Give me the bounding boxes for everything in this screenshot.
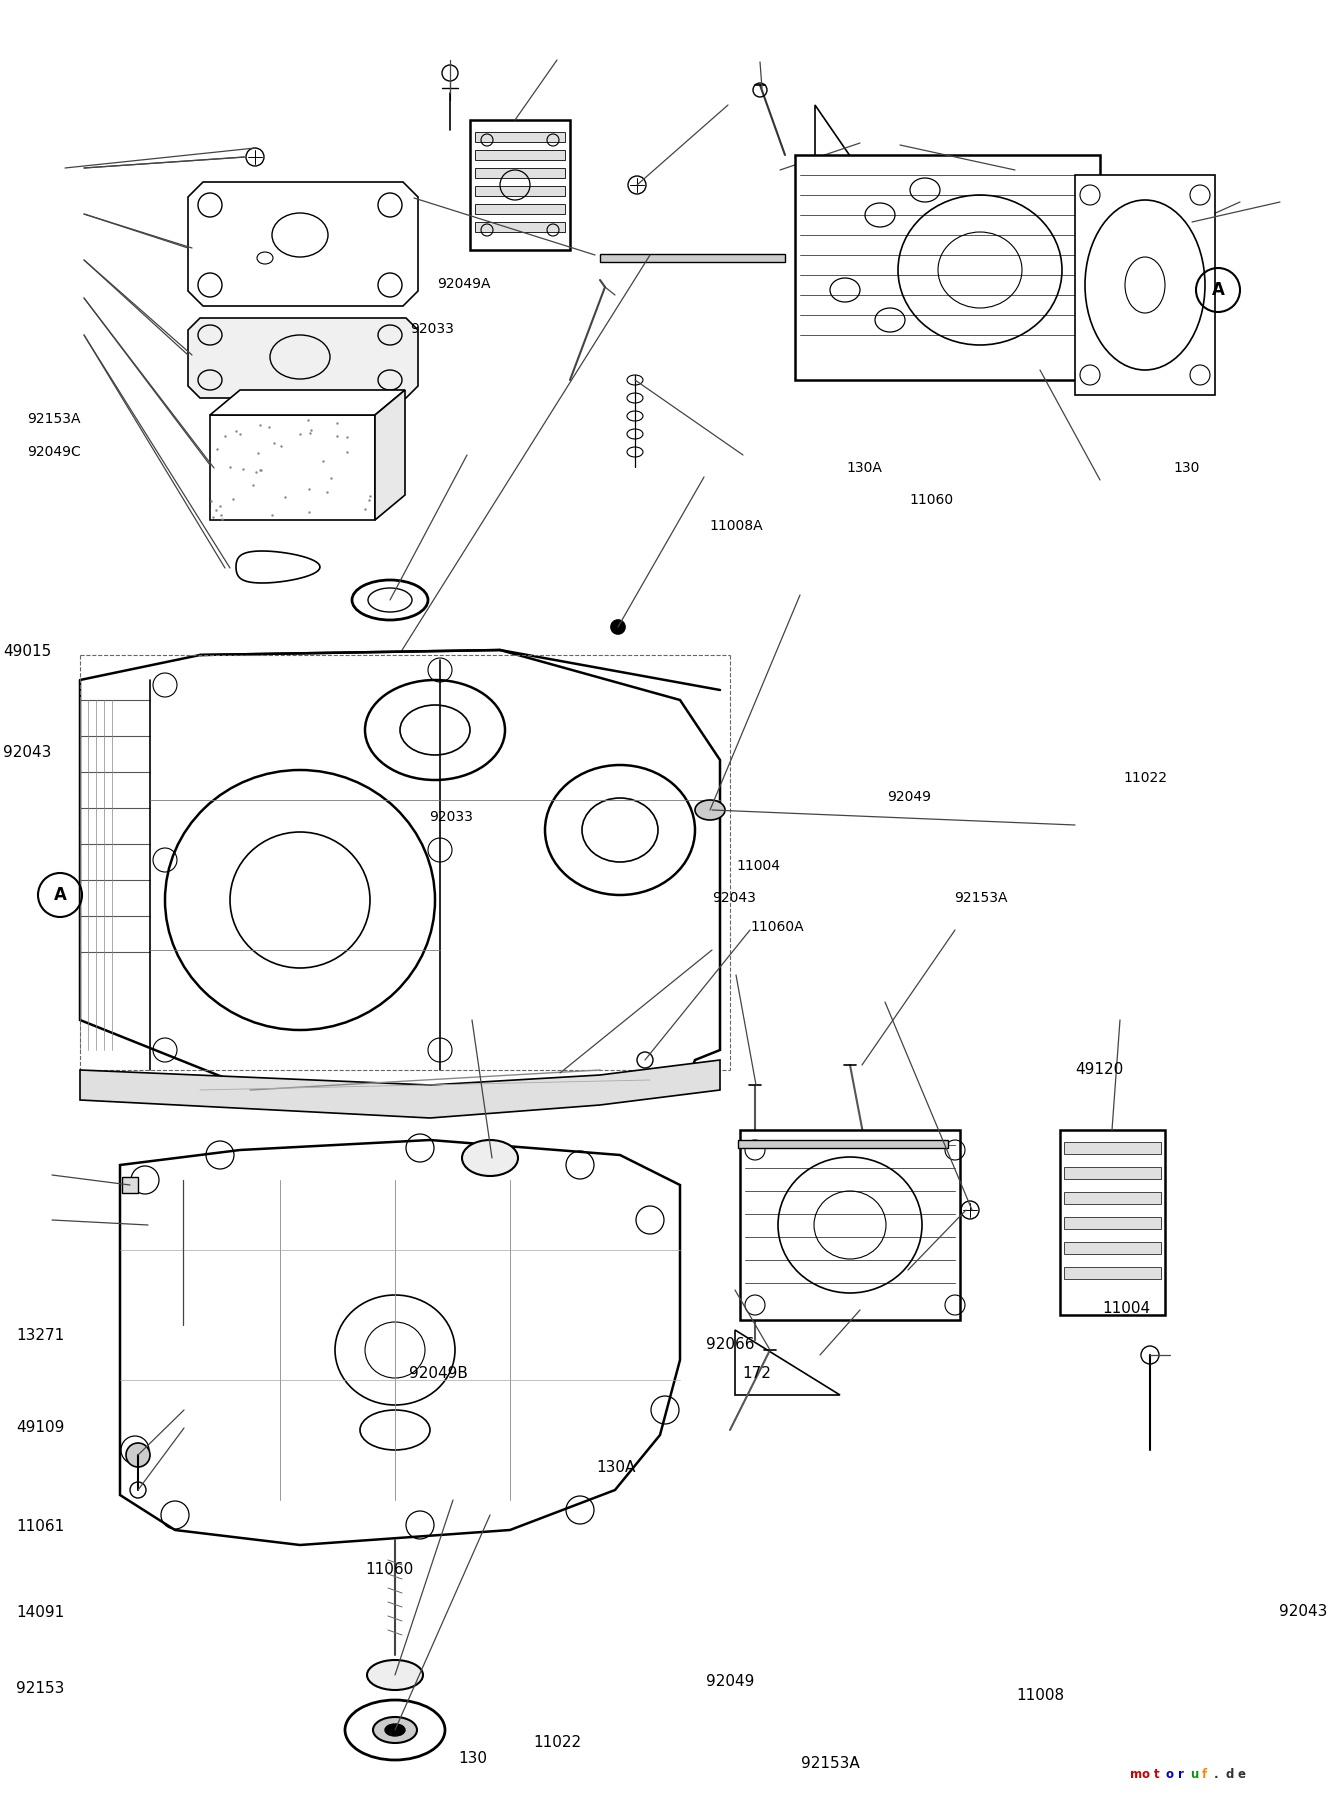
Bar	[1064, 1267, 1161, 1280]
Ellipse shape	[462, 1139, 517, 1175]
Text: 11060: 11060	[366, 1562, 414, 1577]
Bar	[1064, 1141, 1161, 1154]
Ellipse shape	[374, 1717, 417, 1742]
Ellipse shape	[637, 1051, 653, 1067]
Bar	[1064, 1217, 1161, 1229]
Polygon shape	[188, 319, 418, 398]
Text: u: u	[1189, 1768, 1199, 1782]
Ellipse shape	[384, 1724, 405, 1735]
Text: 92049B: 92049B	[409, 1366, 468, 1381]
Text: 49120: 49120	[1075, 1062, 1124, 1076]
Bar	[474, 221, 564, 232]
Polygon shape	[814, 104, 870, 185]
Text: 92066: 92066	[706, 1337, 754, 1352]
Text: r: r	[1177, 1768, 1184, 1782]
Text: 130: 130	[1173, 461, 1200, 475]
Polygon shape	[188, 182, 418, 306]
Polygon shape	[210, 391, 405, 416]
Text: 11008: 11008	[1016, 1688, 1064, 1703]
Text: 11004: 11004	[737, 859, 781, 873]
Bar	[796, 155, 1099, 380]
Text: 92043: 92043	[1279, 1604, 1328, 1618]
Polygon shape	[1075, 175, 1215, 394]
Text: A: A	[54, 886, 66, 904]
Text: 92033: 92033	[410, 322, 454, 337]
Polygon shape	[375, 391, 405, 520]
Bar	[1060, 1130, 1165, 1316]
Bar	[738, 1139, 948, 1148]
Ellipse shape	[368, 589, 413, 612]
Text: 92043: 92043	[712, 891, 757, 905]
Bar	[599, 254, 785, 263]
Text: f: f	[1202, 1768, 1207, 1782]
Text: .: .	[1214, 1768, 1219, 1782]
Polygon shape	[735, 1330, 840, 1395]
Bar	[470, 121, 570, 250]
Ellipse shape	[126, 1444, 151, 1467]
Bar	[1064, 1192, 1161, 1204]
Ellipse shape	[352, 580, 427, 619]
Bar	[1064, 1242, 1161, 1255]
Bar	[474, 167, 564, 178]
Text: 11022: 11022	[534, 1735, 582, 1750]
Text: 92049C: 92049C	[27, 445, 81, 459]
Bar	[1180, 212, 1200, 229]
Text: o: o	[1142, 1768, 1150, 1782]
Ellipse shape	[612, 619, 625, 634]
Text: 11008A: 11008A	[710, 518, 763, 533]
Text: 92153A: 92153A	[954, 891, 1008, 905]
Bar	[474, 185, 564, 196]
Text: 11061: 11061	[16, 1519, 65, 1534]
Text: 11060A: 11060A	[750, 920, 804, 934]
Text: 92049: 92049	[706, 1674, 754, 1688]
Text: 92049: 92049	[887, 790, 931, 805]
Text: A: A	[1211, 281, 1224, 299]
Text: 92043: 92043	[3, 745, 51, 760]
Text: 130A: 130A	[595, 1460, 636, 1474]
Polygon shape	[81, 650, 720, 1094]
Text: 49109: 49109	[16, 1420, 65, 1435]
Text: 172: 172	[742, 1366, 770, 1381]
Bar	[210, 416, 375, 520]
Bar	[474, 149, 564, 160]
Text: 49015: 49015	[3, 644, 51, 659]
Text: m: m	[1130, 1768, 1142, 1782]
Text: 92153A: 92153A	[801, 1757, 860, 1771]
Bar	[1064, 1166, 1161, 1179]
Text: 92049A: 92049A	[437, 277, 491, 292]
Ellipse shape	[246, 148, 263, 166]
Text: e: e	[1238, 1768, 1246, 1782]
Bar	[474, 131, 564, 142]
Text: 92153A: 92153A	[27, 412, 81, 427]
Bar	[474, 203, 564, 214]
Polygon shape	[120, 1139, 680, 1544]
Text: 92033: 92033	[429, 810, 473, 824]
Ellipse shape	[695, 799, 724, 821]
Text: 11004: 11004	[1102, 1301, 1150, 1316]
Text: t: t	[1154, 1768, 1160, 1782]
Text: 92153: 92153	[16, 1681, 65, 1696]
Text: o: o	[1167, 1768, 1175, 1782]
Text: 130: 130	[458, 1751, 488, 1766]
Ellipse shape	[345, 1699, 445, 1760]
Polygon shape	[237, 551, 320, 583]
Bar	[122, 1177, 138, 1193]
Text: 14091: 14091	[16, 1606, 65, 1620]
Text: 11060: 11060	[910, 493, 954, 508]
Text: 13271: 13271	[16, 1328, 65, 1343]
Polygon shape	[81, 1060, 720, 1118]
Text: 11022: 11022	[1124, 770, 1168, 785]
Text: d: d	[1226, 1768, 1234, 1782]
Text: 130A: 130A	[847, 461, 882, 475]
Bar	[741, 1130, 960, 1319]
Ellipse shape	[367, 1660, 423, 1690]
